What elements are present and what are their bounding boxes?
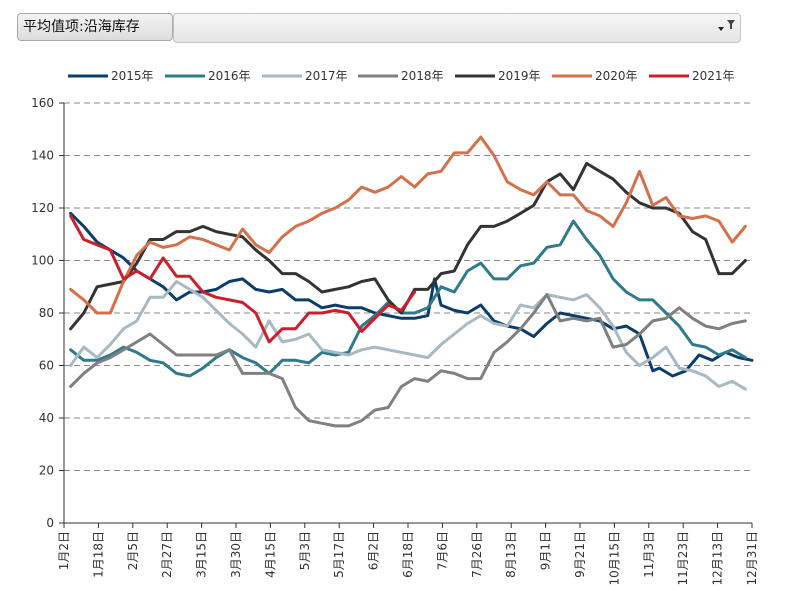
legend-label: 2020年 bbox=[595, 69, 638, 83]
x-tick-label: 9月21日 bbox=[573, 531, 587, 578]
y-tick-label: 40 bbox=[39, 411, 54, 425]
legend-label: 2017年 bbox=[305, 69, 348, 83]
x-tick-label: 7月26日 bbox=[470, 531, 484, 578]
y-tick-label: 160 bbox=[31, 96, 54, 110]
x-tick-label: 11月23日 bbox=[676, 531, 690, 586]
chart-legend: 2015年 2016年 2017年 2018年 2019年 2020年 2021年 bbox=[68, 69, 735, 83]
x-tick-label: 5月17日 bbox=[332, 531, 346, 578]
x-tick-label: 6月18日 bbox=[401, 531, 415, 578]
x-tick-label: 11月3日 bbox=[642, 531, 656, 578]
x-tick-label: 6月2日 bbox=[367, 531, 381, 570]
chart-gridlines bbox=[64, 102, 752, 471]
y-axis-ticks: 0 20 40 60 80 100 120 140 160 bbox=[31, 96, 64, 530]
y-tick-label: 60 bbox=[39, 359, 54, 373]
y-tick-label: 120 bbox=[31, 201, 54, 215]
x-tick-label: 9月1日 bbox=[539, 531, 553, 570]
series-line-2016年 bbox=[69, 219, 747, 378]
pivot-filter-bar bbox=[173, 13, 741, 43]
pivot-field-button[interactable]: 平均值项:沿海库存 bbox=[17, 13, 173, 41]
legend-label: 2018年 bbox=[401, 69, 444, 83]
y-tick-label: 80 bbox=[39, 306, 54, 320]
filter-funnel-icon bbox=[718, 20, 735, 31]
y-tick-label: 100 bbox=[31, 254, 54, 268]
x-tick-label: 1月2日 bbox=[57, 531, 71, 570]
legend-label: 2016年 bbox=[208, 69, 251, 83]
x-tick-label: 3月15日 bbox=[195, 531, 209, 578]
series-line-2020年 bbox=[69, 135, 747, 315]
x-tick-label: 4月15日 bbox=[263, 531, 277, 578]
y-tick-label: 140 bbox=[31, 149, 54, 163]
legend-label: 2021年 bbox=[692, 69, 735, 83]
x-tick-label: 3月30日 bbox=[229, 531, 243, 578]
x-tick-label: 1月18日 bbox=[91, 531, 105, 578]
series-line-2017年 bbox=[69, 280, 747, 391]
series-line-2015年 bbox=[69, 211, 754, 378]
x-axis-ticks: 1月2日 1月18日 2月5日 2月27日 3月15日 3月30日 4月15日 5月3日 5月1… bbox=[57, 523, 759, 586]
x-tick-label: 5月3日 bbox=[298, 531, 312, 570]
x-tick-label: 10月15日 bbox=[607, 531, 621, 586]
y-tick-label: 20 bbox=[39, 464, 54, 478]
chart-series bbox=[69, 135, 754, 428]
series-line-2018年 bbox=[69, 293, 747, 428]
x-tick-label: 12月13日 bbox=[711, 531, 725, 586]
series-line-2021年 bbox=[69, 214, 417, 344]
x-tick-label: 8月13日 bbox=[504, 531, 518, 578]
pivot-field-label: 平均值项:沿海库存 bbox=[23, 19, 140, 35]
y-tick-label: 0 bbox=[46, 516, 54, 530]
x-tick-label: 12月31日 bbox=[745, 531, 759, 586]
legend-label: 2019年 bbox=[498, 69, 541, 83]
x-tick-label: 2月27日 bbox=[160, 531, 174, 578]
x-tick-label: 2月5日 bbox=[126, 531, 140, 570]
legend-label: 2015年 bbox=[111, 69, 154, 83]
filter-dropdown-button[interactable] bbox=[716, 17, 736, 37]
x-tick-label: 7月6日 bbox=[435, 531, 449, 570]
